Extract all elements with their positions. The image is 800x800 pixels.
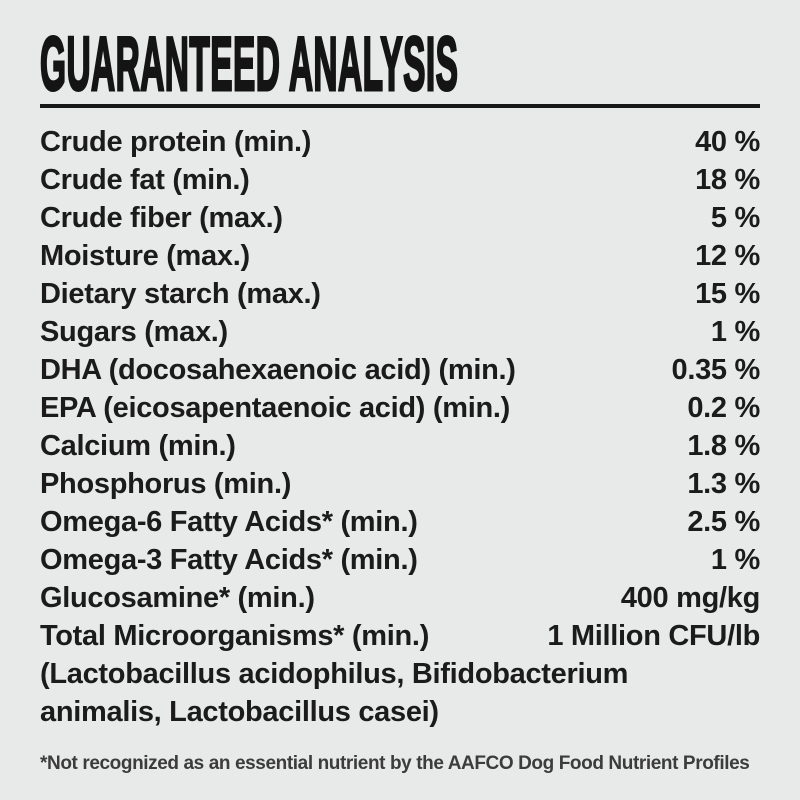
table-row: Crude fat (min.) 18 % (40, 161, 760, 199)
table-row: Moisture (max.) 12 % (40, 237, 760, 275)
title-underline (40, 104, 760, 108)
table-row: Total Microorganisms* (min.) 1 Million C… (40, 617, 760, 655)
table-row: Phosphorus (min.) 1.3 % (40, 465, 760, 503)
microorganism-species-line: animalis, Lactobacillus casei) (40, 696, 439, 728)
nutrient-value: 0.2 % (687, 392, 760, 424)
nutrient-value: 1 Million CFU/lb (547, 620, 760, 652)
nutrient-label: Crude fiber (max.) (40, 202, 283, 234)
page-title: GUARANTEED ANALYSIS (39, 22, 459, 107)
nutrient-label: Omega-6 Fatty Acids* (min.) (40, 506, 418, 538)
nutrient-label: DHA (docosahexaenoic acid) (min.) (40, 354, 516, 386)
table-row: Omega-6 Fatty Acids* (min.) 2.5 % (40, 503, 760, 541)
table-row: Sugars (max.) 1 % (40, 313, 760, 351)
nutrient-value: 1.8 % (687, 430, 760, 462)
nutrient-value: 5 % (710, 202, 760, 234)
table-row: Dietary starch (max.) 15 % (40, 275, 760, 313)
table-row: Calcium (min.) 1.8 % (40, 427, 760, 465)
nutrient-label: Omega-3 Fatty Acids* (min.) (40, 544, 418, 576)
nutrient-value: 400 mg/kg (620, 582, 760, 614)
nutrient-value: 18 % (695, 164, 760, 196)
nutrient-label: Moisture (max.) (40, 240, 250, 272)
label-content: GUARANTEED ANALYSIS Crude protein (min.)… (39, 22, 760, 774)
aafco-footnote: *Not recognized as an essential nutrient… (40, 753, 750, 774)
nutrient-value: 40 % (695, 126, 760, 158)
nutrient-value: 12 % (695, 240, 760, 272)
nutrient-label: Total Microorganisms* (min.) (40, 620, 430, 652)
table-row: DHA (docosahexaenoic acid) (min.) 0.35 % (40, 351, 760, 389)
table-row: Crude protein (min.) 40 % (40, 123, 760, 161)
microorganism-species-line: (Lactobacillus acidophilus, Bifidobacter… (40, 658, 629, 690)
nutrient-label: Crude fat (min.) (40, 164, 250, 196)
nutrient-label: EPA (eicosapentaenoic acid) (min.) (40, 392, 511, 424)
nutrient-value: 1 % (710, 316, 760, 348)
nutrient-label: Dietary starch (max.) (40, 278, 321, 310)
nutrient-label: Crude protein (min.) (40, 126, 312, 158)
nutrient-table: Crude protein (min.) 40 % Crude fat (min… (40, 123, 760, 731)
table-row: EPA (eicosapentaenoic acid) (min.) 0.2 % (40, 389, 760, 427)
table-row: Crude fiber (max.) 5 % (40, 199, 760, 237)
nutrient-value: 1.3 % (687, 468, 760, 500)
table-row: Glucosamine* (min.) 400 mg/kg (40, 579, 760, 617)
nutrient-value: 15 % (695, 278, 760, 310)
nutrient-label: Calcium (min.) (40, 430, 236, 462)
nutrient-value: 0.35 % (671, 354, 761, 386)
nutrient-value: 2.5 % (687, 506, 760, 538)
nutrient-label: Phosphorus (min.) (40, 468, 292, 500)
table-row: Omega-3 Fatty Acids* (min.) 1 % (40, 541, 760, 579)
nutrient-label: Glucosamine* (min.) (40, 582, 315, 614)
nutrient-value: 1 % (710, 544, 760, 576)
nutrient-label: Sugars (max.) (40, 316, 228, 348)
